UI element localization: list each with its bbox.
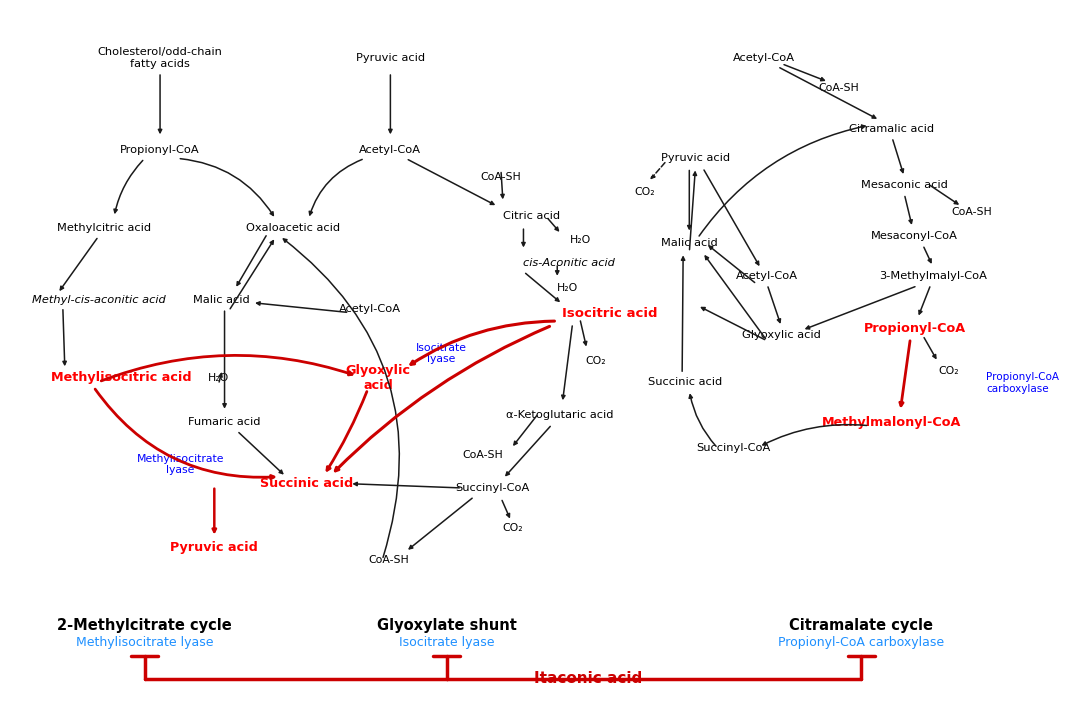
Text: Citramalic acid: Citramalic acid: [849, 124, 934, 133]
Text: 3-Methylmalyl-CoA: 3-Methylmalyl-CoA: [879, 271, 987, 280]
Text: Propionyl-CoA: Propionyl-CoA: [121, 145, 200, 155]
Text: CO₂: CO₂: [585, 356, 606, 366]
Text: Methylcitric acid: Methylcitric acid: [57, 223, 151, 233]
Text: cis-Aconitic acid: cis-Aconitic acid: [523, 258, 615, 268]
Text: Glyoxylic acid: Glyoxylic acid: [742, 330, 821, 340]
Text: Citric acid: Citric acid: [503, 212, 560, 222]
Text: Succinyl-CoA: Succinyl-CoA: [696, 443, 770, 454]
Text: Acetyl-CoA: Acetyl-CoA: [733, 53, 795, 63]
Text: Succinyl-CoA: Succinyl-CoA: [456, 483, 530, 493]
Text: Malic acid: Malic acid: [193, 295, 250, 305]
Text: CoA-SH: CoA-SH: [818, 82, 859, 93]
Text: Methylisocitric acid: Methylisocitric acid: [50, 371, 191, 384]
Text: CO₂: CO₂: [634, 187, 655, 197]
Text: Pyruvic acid: Pyruvic acid: [356, 53, 425, 63]
Text: Methylisocitrate
lyase: Methylisocitrate lyase: [137, 454, 224, 476]
Text: Propionyl-CoA carboxylase: Propionyl-CoA carboxylase: [779, 636, 944, 650]
Text: 2-Methylcitrate cycle: 2-Methylcitrate cycle: [58, 618, 232, 633]
Text: Cholesterol/odd-chain
fatty acids: Cholesterol/odd-chain fatty acids: [97, 47, 222, 69]
Text: CoA-SH: CoA-SH: [481, 172, 521, 182]
Text: Methyl-cis-aconitic acid: Methyl-cis-aconitic acid: [32, 295, 166, 305]
Text: Malic acid: Malic acid: [661, 239, 718, 248]
Text: CoA-SH: CoA-SH: [462, 450, 503, 460]
Text: Isocitric acid: Isocitric acid: [563, 307, 658, 320]
Text: Pyruvic acid: Pyruvic acid: [661, 153, 731, 163]
Text: Fumaric acid: Fumaric acid: [188, 417, 261, 427]
Text: Methylmalonyl-CoA: Methylmalonyl-CoA: [822, 415, 961, 429]
Text: Itaconic acid: Itaconic acid: [534, 672, 642, 687]
Text: Methylisocitrate lyase: Methylisocitrate lyase: [76, 636, 214, 650]
Text: Glyoxylic
acid: Glyoxylic acid: [346, 364, 410, 392]
Text: H₂O: H₂O: [208, 373, 229, 383]
Text: α-Ketoglutaric acid: α-Ketoglutaric acid: [505, 410, 613, 420]
Text: CO₂: CO₂: [502, 523, 522, 533]
Text: Mesaconic acid: Mesaconic acid: [861, 180, 947, 190]
Text: CoA-SH: CoA-SH: [368, 555, 409, 565]
Text: Oxaloacetic acid: Oxaloacetic acid: [246, 223, 341, 233]
Text: Acetyl-CoA: Acetyl-CoA: [360, 145, 422, 155]
Text: H₂O: H₂O: [569, 236, 591, 246]
Text: Propionyl-CoA
carboxylase: Propionyl-CoA carboxylase: [986, 373, 1059, 394]
Text: Propionyl-CoA: Propionyl-CoA: [863, 322, 965, 334]
Text: Acetyl-CoA: Acetyl-CoA: [339, 304, 400, 314]
Text: Citramalate cycle: Citramalate cycle: [789, 618, 933, 633]
Text: Succinic acid: Succinic acid: [648, 377, 722, 387]
Text: Acetyl-CoA: Acetyl-CoA: [736, 271, 798, 280]
Text: Glyoxylate shunt: Glyoxylate shunt: [377, 618, 517, 633]
Text: Succinic acid: Succinic acid: [260, 477, 354, 490]
Text: CO₂: CO₂: [938, 366, 959, 376]
Text: Mesaconyl-CoA: Mesaconyl-CoA: [871, 231, 958, 241]
Text: Isocitrate
lyase: Isocitrate lyase: [417, 343, 467, 364]
Text: Pyruvic acid: Pyruvic acid: [171, 541, 258, 554]
Text: CoA-SH: CoA-SH: [952, 207, 992, 217]
Text: Isocitrate lyase: Isocitrate lyase: [399, 636, 494, 650]
Text: H₂O: H₂O: [557, 283, 579, 293]
